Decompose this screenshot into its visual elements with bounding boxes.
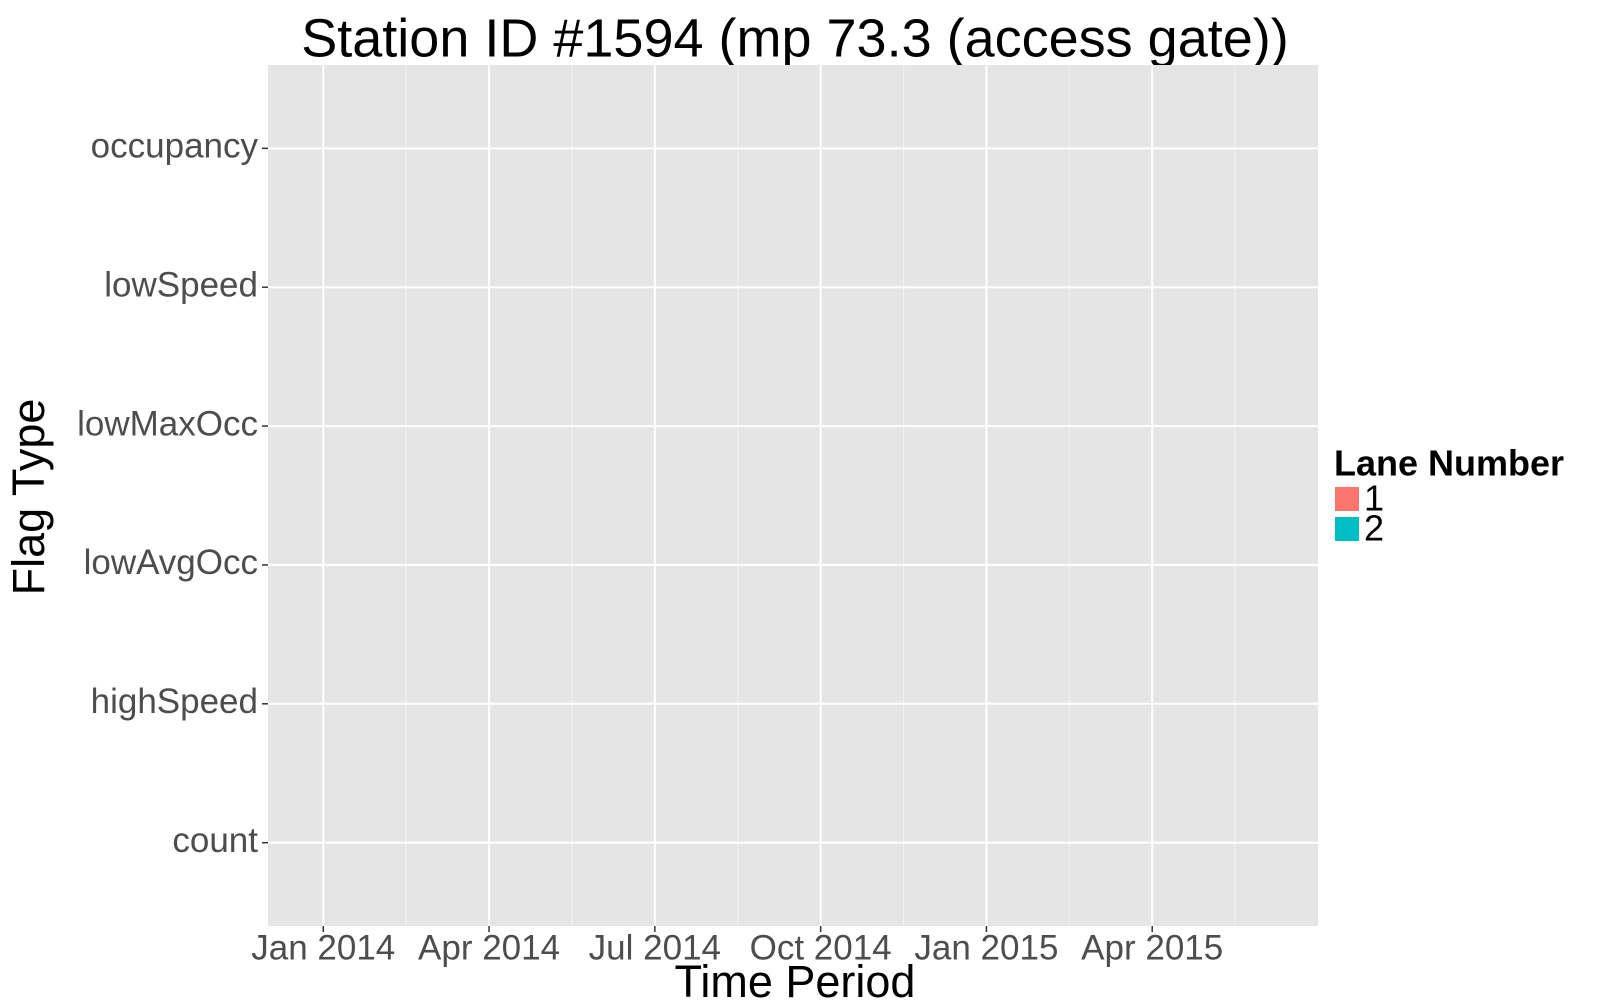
y-tick-label: occupancy [91,127,259,166]
y-tick-label: lowMaxOcc [77,404,258,443]
x-tick-label: Jul 2014 [589,928,721,967]
legend-label: 1 [1364,478,1384,519]
x-tick-label: Jan 2015 [914,928,1058,967]
legend-key [1333,485,1361,513]
chart-title: Station ID #1594 (mp 73.3 (access gate)) [301,8,1289,68]
legend-key [1333,515,1361,543]
y-tick-label: lowAvgOcc [84,543,258,582]
x-axis-title: Time Period [675,956,916,1000]
x-tick-label: Apr 2015 [1081,928,1223,967]
x-tick-label: Jan 2014 [251,928,395,967]
legend-label: 2 [1364,508,1384,549]
y-tick-label: lowSpeed [104,265,258,304]
x-tick-label: Oct 2014 [750,928,892,967]
plot-panel [268,65,1318,926]
legend-title: Lane Number [1334,443,1564,484]
y-axis-title: Flag Type [3,399,54,596]
x-tick-label: Apr 2014 [418,928,560,967]
y-tick-label: highSpeed [91,682,258,721]
y-tick-label: count [172,821,258,860]
